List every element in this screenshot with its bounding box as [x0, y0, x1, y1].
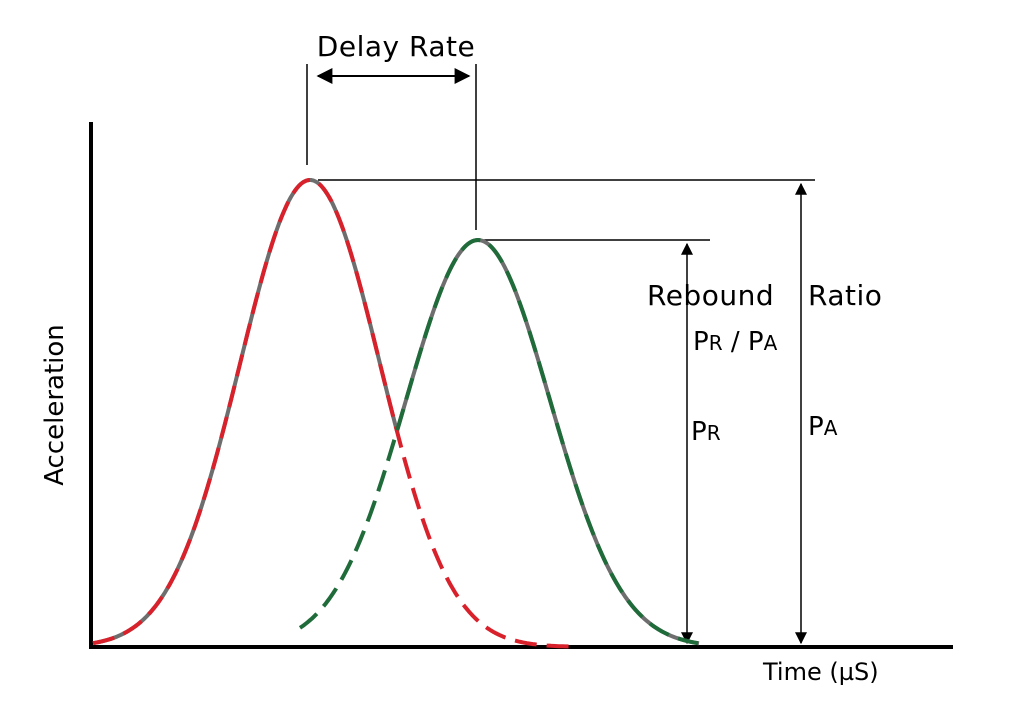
- x-axis-title: Time (µS): [762, 658, 879, 686]
- delay-rate-label: Delay Rate: [317, 30, 475, 63]
- ratio-formula-sub-r: R: [709, 331, 723, 355]
- y-axis-title: Acceleration: [40, 324, 70, 486]
- ratio-formula-p2: P: [748, 327, 764, 357]
- pa-label-p: P: [808, 412, 824, 442]
- rebound-label: Rebound: [647, 279, 774, 312]
- ratio-formula-separator: /: [723, 327, 748, 357]
- ratio-label: Ratio: [808, 279, 882, 312]
- pa-label: PA: [808, 412, 838, 442]
- pr-label-sub: R: [707, 421, 721, 445]
- ratio-formula-sub-a: A: [764, 331, 778, 355]
- first-pulse-curve: [92, 178, 570, 649]
- ratio-formula-label: PR / PA: [693, 327, 778, 357]
- ratio-formula-p1: P: [693, 327, 709, 357]
- second-pulse-curve: [298, 238, 699, 646]
- pr-label-p: P: [691, 417, 707, 447]
- waveform-curves: [92, 178, 700, 649]
- combined-waveform-curve: [92, 178, 700, 646]
- pa-label-sub: A: [824, 416, 838, 440]
- pr-label: PR: [691, 417, 721, 447]
